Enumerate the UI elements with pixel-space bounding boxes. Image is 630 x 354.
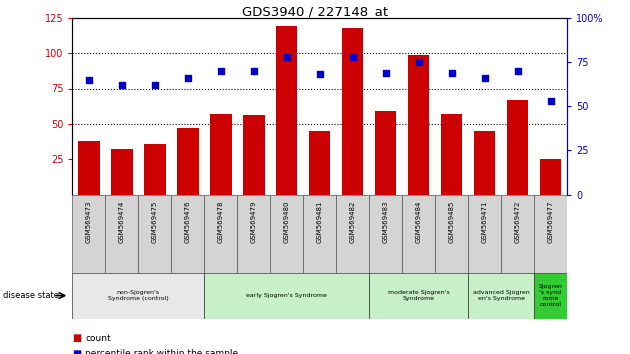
Bar xyxy=(78,141,100,195)
Point xyxy=(183,75,193,81)
Text: GSM569480: GSM569480 xyxy=(284,201,290,244)
Point xyxy=(150,82,160,88)
Bar xyxy=(402,195,435,273)
Bar xyxy=(210,114,232,195)
Bar xyxy=(342,28,364,195)
Text: advanced Sjogren
en's Syndrome: advanced Sjogren en's Syndrome xyxy=(472,290,529,301)
Text: GSM569471: GSM569471 xyxy=(481,201,488,244)
Text: GSM569477: GSM569477 xyxy=(547,201,554,244)
Bar xyxy=(105,195,139,273)
Bar xyxy=(238,195,270,273)
Text: GSM569478: GSM569478 xyxy=(218,201,224,244)
Bar xyxy=(111,149,133,195)
Text: GSM569483: GSM569483 xyxy=(382,201,389,244)
Bar xyxy=(435,195,468,273)
Text: GSM569476: GSM569476 xyxy=(185,201,191,244)
Text: moderate Sjogren's
Syndrome: moderate Sjogren's Syndrome xyxy=(387,290,450,301)
Bar xyxy=(243,115,265,195)
Bar xyxy=(468,195,501,273)
Text: GSM569481: GSM569481 xyxy=(317,201,323,244)
Text: GDS3940 / 227148_at: GDS3940 / 227148_at xyxy=(242,5,388,18)
Point xyxy=(447,70,457,75)
Bar xyxy=(204,195,238,273)
Point xyxy=(479,75,490,81)
Text: GSM569473: GSM569473 xyxy=(86,201,92,244)
Bar xyxy=(177,128,198,195)
Text: GSM569485: GSM569485 xyxy=(449,201,455,243)
Text: percentile rank within the sample: percentile rank within the sample xyxy=(85,349,238,354)
Text: GSM569472: GSM569472 xyxy=(515,201,520,243)
Point xyxy=(117,82,127,88)
Bar xyxy=(336,195,369,273)
Point xyxy=(215,68,226,74)
Point xyxy=(513,68,523,74)
Text: GSM569484: GSM569484 xyxy=(416,201,421,243)
Point xyxy=(249,68,259,74)
Bar xyxy=(441,114,462,195)
Point xyxy=(348,54,358,59)
Bar xyxy=(468,273,534,319)
Bar xyxy=(171,195,204,273)
Text: count: count xyxy=(85,333,111,343)
Text: ■: ■ xyxy=(72,349,82,354)
Bar xyxy=(408,55,430,195)
Bar xyxy=(270,195,303,273)
Bar xyxy=(534,195,567,273)
Bar xyxy=(309,131,331,195)
Bar xyxy=(369,195,402,273)
Bar xyxy=(303,195,336,273)
Bar xyxy=(540,159,561,195)
Text: GSM569475: GSM569475 xyxy=(152,201,158,243)
Bar xyxy=(369,273,468,319)
Bar xyxy=(375,111,396,195)
Text: early Sjogren's Syndrome: early Sjogren's Syndrome xyxy=(246,293,327,298)
Bar xyxy=(501,195,534,273)
Text: Sjogren
's synd
rome
control: Sjogren 's synd rome control xyxy=(539,284,563,307)
Bar xyxy=(72,273,204,319)
Bar xyxy=(507,100,529,195)
Point xyxy=(546,98,556,104)
Text: non-Sjogren's
Syndrome (control): non-Sjogren's Syndrome (control) xyxy=(108,290,169,301)
Text: ■: ■ xyxy=(72,333,82,343)
Bar xyxy=(144,144,166,195)
Bar xyxy=(534,273,567,319)
Bar xyxy=(72,195,105,273)
Point xyxy=(315,72,325,77)
Point xyxy=(84,77,94,82)
Point xyxy=(381,70,391,75)
Text: GSM569479: GSM569479 xyxy=(251,201,257,244)
Point xyxy=(413,59,423,65)
Point xyxy=(282,54,292,59)
Text: GSM569482: GSM569482 xyxy=(350,201,356,243)
Bar xyxy=(204,273,369,319)
Bar xyxy=(139,195,171,273)
Text: disease state: disease state xyxy=(3,291,59,300)
Bar xyxy=(474,131,495,195)
Text: GSM569474: GSM569474 xyxy=(119,201,125,243)
Bar xyxy=(276,26,297,195)
